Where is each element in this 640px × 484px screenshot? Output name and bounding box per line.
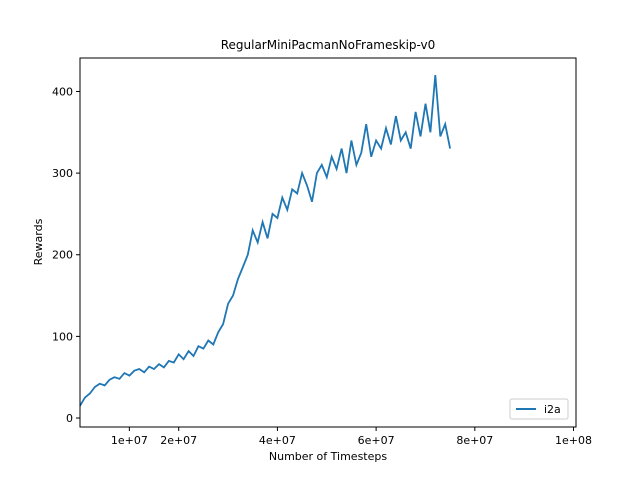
x-axis-label: Number of Timesteps (269, 450, 387, 463)
y-tick-label: 100 (52, 330, 73, 343)
y-tick-label: 300 (52, 167, 73, 180)
chart-title: RegularMiniPacmanNoFrameskip-v0 (221, 38, 436, 52)
y-tick-label: 400 (52, 85, 73, 98)
x-tick-label: 1e+08 (555, 434, 592, 447)
x-tick-label: 2e+07 (160, 434, 197, 447)
y-tick-label: 0 (66, 412, 73, 425)
x-tick-label: 6e+07 (358, 434, 395, 447)
line-series (79, 75, 451, 407)
legend-box (509, 398, 569, 420)
x-tick-label: 1e+07 (111, 434, 148, 447)
y-axis-label: Rewards (32, 218, 45, 265)
y-tick-label: 200 (52, 249, 73, 262)
x-tick-label: 8e+07 (456, 434, 493, 447)
legend-label: i2a (544, 403, 561, 416)
plot-frame (79, 57, 577, 428)
x-tick-label: 4e+07 (259, 434, 296, 447)
